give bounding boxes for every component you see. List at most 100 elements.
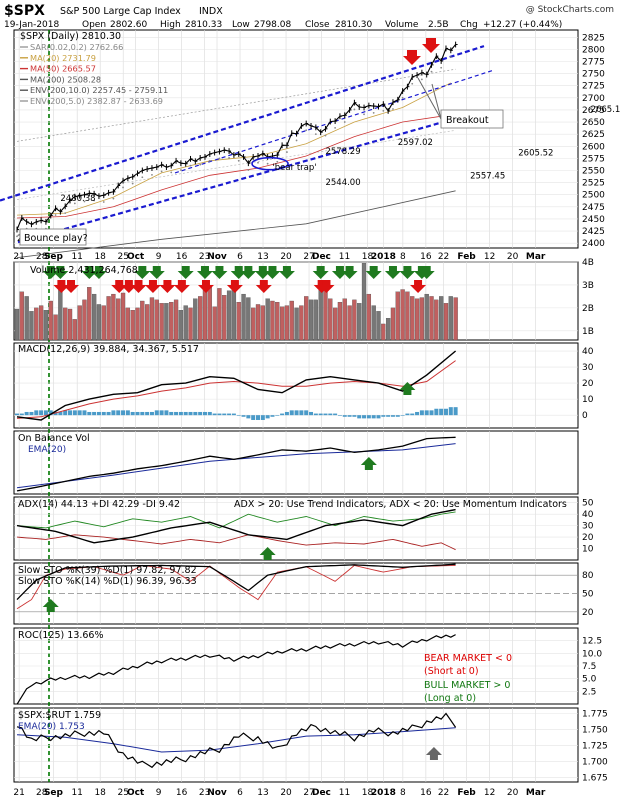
macd-histogram-bar — [92, 411, 97, 416]
x-tick-label-bottom: 28 — [36, 788, 48, 798]
macd-histogram-bar — [222, 413, 227, 416]
high-value: 2810.33 — [185, 20, 222, 30]
x-tick-label-top: Nov — [207, 252, 227, 262]
bear-market-sub: (Short at 0) — [424, 666, 479, 677]
volume-bar — [332, 307, 338, 341]
sar-dot — [411, 82, 414, 85]
sar-dot — [353, 108, 356, 111]
volume-bar — [318, 287, 323, 341]
macd-histogram-bar — [405, 413, 410, 416]
volume-bar — [424, 293, 429, 341]
price-y-tick: 2700 — [582, 94, 605, 104]
sar-dot — [314, 133, 317, 136]
x-tick-label-bottom: Feb — [457, 788, 476, 798]
volume-sell-arrow-icon — [410, 280, 427, 293]
macd-line — [16, 350, 457, 421]
bounce-note-text: Bounce play? — [24, 233, 88, 244]
sar-dot — [237, 159, 240, 162]
obv-line — [16, 436, 456, 492]
adx-buy-arrow-icon — [259, 547, 276, 560]
macd-buy-arrow-icon — [399, 382, 416, 395]
volume-sell-arrow-icon — [197, 280, 214, 293]
volume-y-tick: 4B — [582, 258, 594, 268]
price-data-label: 2578.29 — [325, 147, 360, 157]
sar-dot — [131, 182, 134, 185]
price-data-label: 2665.19 — [591, 105, 620, 115]
volume-bar — [414, 298, 420, 341]
volume-sell-arrow-icon — [111, 280, 128, 293]
x-tick-label-top: 20 — [280, 252, 292, 262]
macd-histogram-bar — [328, 413, 333, 416]
volume-bar — [135, 307, 140, 341]
roc-panel: 2.5 5.0 7.5 10.0 12.5 — [14, 634, 602, 705]
bear-trap-text: 'bear trap' — [272, 163, 316, 173]
roc-y-tick: 10.0 — [582, 649, 602, 659]
volume-y-tick: 1B — [582, 327, 594, 337]
volume-bar — [294, 307, 299, 341]
sar-dot — [64, 212, 67, 215]
obv-buy-arrow-icon — [360, 457, 377, 470]
macd-histogram-bar — [231, 413, 236, 416]
volume-bar — [169, 301, 174, 341]
macd-histogram-bar — [198, 411, 203, 416]
price-line — [16, 44, 457, 230]
x-tick-label-bottom: 18 — [362, 788, 374, 798]
ratio-ema-label: EMA(20) 1.753 — [18, 722, 85, 732]
macd-histogram-bar — [410, 413, 415, 416]
volume-buy-arrow-icon — [264, 266, 281, 279]
macd-histogram-bar — [77, 410, 82, 416]
sar-dot — [83, 200, 86, 203]
macd-panel: 0 10 20 30 40 — [14, 347, 594, 421]
lower-trend-line — [17, 115, 463, 244]
x-tick-label-top: 8 — [400, 252, 406, 262]
volume-buy-arrow-icon — [240, 266, 257, 279]
volume-bar — [270, 300, 275, 341]
sar-dot — [305, 129, 308, 132]
price-y-tick: 2825 — [582, 33, 605, 43]
sar-dot — [440, 66, 443, 69]
volume-bar — [410, 296, 415, 341]
sar-dot — [257, 161, 259, 164]
price-y-tick: 2800 — [582, 45, 605, 55]
volume-bar — [53, 314, 58, 341]
macd-histogram-bar — [299, 410, 304, 416]
price-y-tick: 2425 — [582, 227, 605, 237]
volume-bar — [193, 298, 198, 341]
sar-dot — [102, 201, 105, 203]
frame-obv — [13, 430, 579, 495]
sto-y-tick: 20 — [582, 608, 594, 618]
bear-trap-ellipse — [251, 156, 289, 171]
x-tick-label-bottom: Nov — [207, 788, 227, 798]
ratio-y-tick: 1.700 — [582, 758, 608, 768]
macd-histogram-bar — [448, 407, 453, 416]
volume-bar — [125, 307, 131, 341]
macd-histogram-bar — [159, 410, 164, 416]
volume-bar — [164, 303, 169, 341]
macd-histogram-bar — [193, 411, 198, 416]
macd-y-tick: 40 — [582, 347, 594, 357]
macd-histogram-bar — [178, 411, 183, 416]
bull-market-title: BULL MARKET > 0 — [424, 680, 510, 691]
macd-histogram-bar — [256, 415, 260, 420]
x-tick-label-bottom: Sep — [44, 788, 64, 798]
upper-trend-line — [0, 45, 485, 202]
sar-dot — [16, 235, 18, 238]
x-tick-label-top: 21 — [13, 252, 24, 262]
macd-histogram-bar — [174, 411, 179, 416]
sar-dot — [54, 214, 57, 216]
macd-histogram-bar — [347, 415, 352, 417]
volume-buy-arrow-icon — [384, 266, 401, 279]
high-label: High — [160, 20, 181, 30]
roc-y-tick: 7.5 — [582, 662, 596, 672]
price-y-tick: 2725 — [582, 82, 605, 92]
volume-bar — [419, 297, 425, 341]
macd-histogram-bar — [265, 415, 270, 419]
legend-entry: MA(50) 2665.57 — [30, 64, 96, 74]
volume-bar — [144, 304, 150, 341]
roc-panel-title: ROC(125) 13.66% — [18, 630, 104, 641]
ratio-line — [16, 712, 457, 769]
sar-dot — [430, 70, 433, 73]
change-label: Chg — [460, 20, 478, 30]
price-y-tick: 2750 — [582, 70, 605, 80]
volume-bar — [120, 292, 126, 341]
